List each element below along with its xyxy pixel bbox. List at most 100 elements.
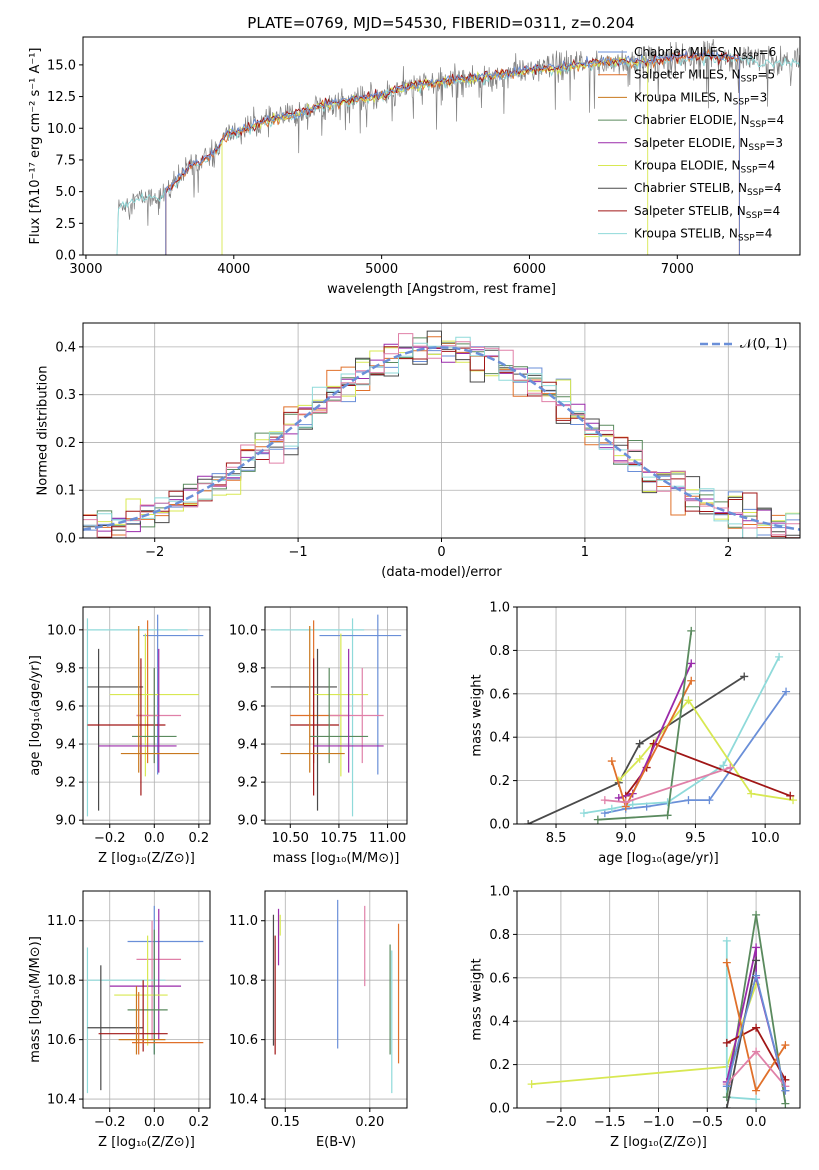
x-tick-label: 0.0 bbox=[144, 1115, 165, 1130]
age-vs-mass-chart: 10.50 10.75 11.00 9.0 9.2 9.4 9.6 9.8 10.0 mass [… bbox=[229, 606, 408, 866]
y-tick-label: 0.1 bbox=[55, 484, 76, 499]
y-tick-label: 9.0 bbox=[55, 814, 76, 829]
weight-series-marker bbox=[579, 809, 588, 818]
axes-frame bbox=[264, 890, 408, 1109]
y-tick-label: 9.0 bbox=[237, 814, 258, 829]
weight-series-marker bbox=[621, 798, 630, 807]
weight-series-marker bbox=[705, 796, 714, 805]
histogram-series bbox=[83, 336, 800, 538]
y-axis-label: mass weight bbox=[470, 958, 485, 1040]
y-tick-label: 9.8 bbox=[237, 661, 258, 676]
weight-series-marker bbox=[684, 696, 693, 705]
weight-series-marker bbox=[775, 652, 784, 661]
y-tick-label: 9.4 bbox=[237, 738, 258, 753]
legend-entry: Kroupa ELODIE, NSSP=4 bbox=[634, 159, 775, 176]
x-tick-label: 0.2 bbox=[189, 831, 210, 846]
plot-area bbox=[527, 910, 790, 1108]
model-spectrum bbox=[116, 51, 800, 255]
weight-series-marker bbox=[752, 1047, 761, 1056]
x-tick-label: −1.0 bbox=[643, 1115, 675, 1130]
x-axis-label: Z [log₁₀(Z/Z⊙)] bbox=[98, 851, 195, 866]
plot-area bbox=[270, 614, 402, 817]
weight-series-marker bbox=[752, 1095, 761, 1104]
y-tick-label: 1.0 bbox=[489, 885, 510, 900]
x-tick-label: 6000 bbox=[513, 262, 546, 277]
y-tick-label: 0.6 bbox=[489, 971, 510, 986]
legend-entry: Kroupa STELIB, NSSP=4 bbox=[634, 227, 772, 244]
x-tick-label: 5000 bbox=[365, 262, 398, 277]
x-tick-label: −1.5 bbox=[594, 1115, 626, 1130]
y-tick-label: 9.6 bbox=[237, 699, 258, 714]
weight-series-line bbox=[618, 698, 794, 801]
weight-series-marker bbox=[684, 796, 693, 805]
x-tick-label: 0.15 bbox=[271, 1115, 300, 1130]
y-axis-label: Normed distribution bbox=[36, 366, 51, 496]
x-axis-label: mass [log₁₀(M/M⊙)] bbox=[273, 851, 400, 866]
y-tick-label: 2.5 bbox=[55, 217, 76, 232]
x-tick-label: 0.2 bbox=[189, 1115, 210, 1130]
weight-series-marker bbox=[752, 971, 761, 980]
y-tick-label: 10.0 bbox=[47, 122, 76, 137]
x-tick-label: 10.0 bbox=[751, 831, 780, 846]
axes-frame bbox=[82, 890, 211, 1109]
weight-series-line bbox=[597, 630, 693, 821]
histogram-series bbox=[83, 336, 800, 536]
x-tick-label: 11.00 bbox=[369, 831, 406, 846]
weight-series-marker bbox=[600, 796, 609, 805]
weight-series-marker bbox=[607, 757, 616, 766]
y-tick-label: 0.4 bbox=[55, 340, 76, 355]
x-tick-label: 10.50 bbox=[272, 831, 309, 846]
y-tick-label: 9.2 bbox=[55, 776, 76, 791]
weight-series-marker bbox=[722, 936, 731, 945]
y-tick-label: 0.4 bbox=[489, 1015, 510, 1030]
weight-series-marker bbox=[752, 1086, 761, 1095]
age-vs-metallicity-chart: −0.2 0.0 0.2 9.0 9.2 9.4 9.6 9.8 10.0 Z [log₁₀(Z/… bbox=[28, 606, 211, 866]
y-tick-label: 0.3 bbox=[55, 388, 76, 403]
weight-series-marker bbox=[628, 800, 637, 809]
x-tick-label: −2 bbox=[145, 545, 164, 560]
y-tick-label: 10.0 bbox=[229, 623, 258, 638]
plot-area bbox=[524, 626, 798, 824]
x-tick-label: 3000 bbox=[69, 262, 102, 277]
y-tick-label: 5.0 bbox=[55, 185, 76, 200]
x-tick-label: 8.5 bbox=[546, 831, 567, 846]
y-tick-label: 0.6 bbox=[489, 687, 510, 702]
x-axis-label: E(B-V) bbox=[316, 1135, 356, 1150]
weight-series-marker bbox=[747, 789, 756, 798]
x-tick-label: 0.0 bbox=[144, 831, 165, 846]
weight-series-marker bbox=[726, 763, 735, 772]
weight-series-marker bbox=[614, 793, 623, 802]
weight-series-marker bbox=[687, 626, 696, 635]
weight-series-marker bbox=[527, 1080, 536, 1089]
x-axis-label: Z [log₁₀(Z/Z⊙)] bbox=[98, 1135, 195, 1150]
legend-entry: 𝒩(0, 1) bbox=[740, 337, 787, 352]
x-tick-label: −1 bbox=[289, 545, 308, 560]
y-tick-label: 0.2 bbox=[489, 774, 510, 789]
y-axis-label: age [log₁₀(age/yr)] bbox=[28, 655, 43, 776]
y-tick-label: 1.0 bbox=[489, 601, 510, 616]
weight-series-marker bbox=[781, 1099, 790, 1108]
x-tick-label: 4000 bbox=[217, 262, 250, 277]
x-tick-label: 0 bbox=[437, 545, 445, 560]
y-tick-label: 0.0 bbox=[489, 818, 510, 833]
mass-weight-vs-age-chart: 8.5 9.0 9.5 10.0 0.0 0.2 0.4 0.6 0.8 1.0 age [log₁… bbox=[470, 601, 801, 866]
plot-area bbox=[116, 38, 800, 255]
weight-series-marker bbox=[781, 1041, 790, 1050]
weight-series-marker bbox=[752, 943, 761, 952]
weight-series-marker bbox=[781, 1086, 790, 1095]
weight-series-line bbox=[527, 675, 745, 824]
weight-series-marker bbox=[663, 798, 672, 807]
y-tick-label: 11.0 bbox=[229, 914, 258, 929]
x-tick-label: 0.0 bbox=[746, 1115, 767, 1130]
x-axis-label: age [log₁₀(age/yr)] bbox=[598, 851, 719, 866]
spectrum-legend: Chabrier MILES, NSSP=6 Salpeter MILES, NS… bbox=[598, 45, 784, 244]
model-spectrum bbox=[165, 50, 740, 255]
x-tick-label: −2.0 bbox=[545, 1115, 577, 1130]
weight-series-marker bbox=[722, 958, 731, 967]
y-tick-label: 0.0 bbox=[489, 1102, 510, 1117]
weight-series-marker bbox=[524, 820, 533, 824]
weight-series-line bbox=[531, 983, 757, 1085]
y-tick-label: 0.4 bbox=[489, 731, 510, 746]
y-tick-label: 9.6 bbox=[55, 699, 76, 714]
